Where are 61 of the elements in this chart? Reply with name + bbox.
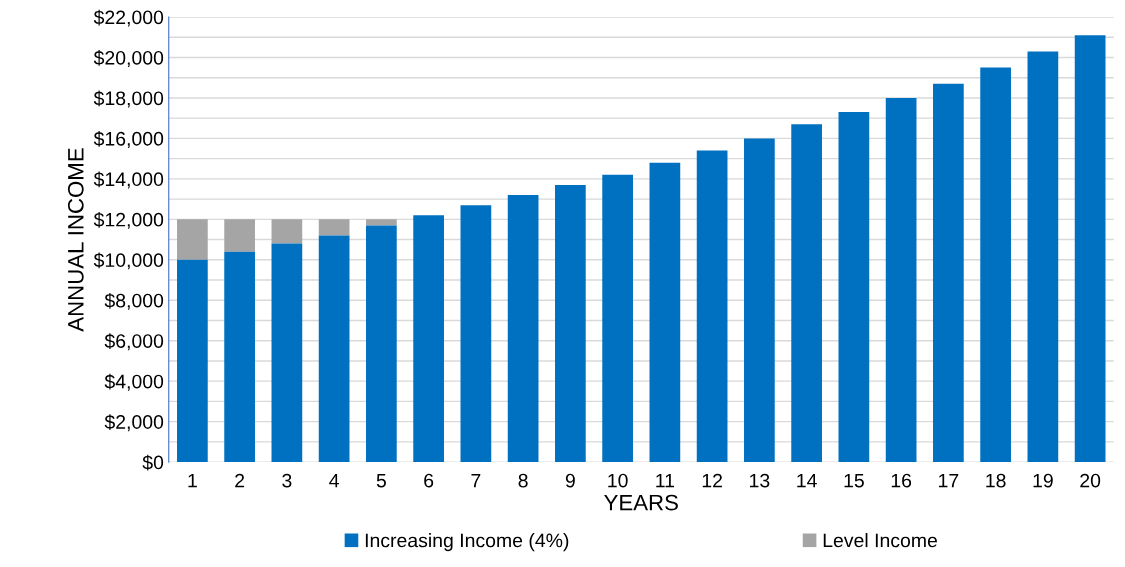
bar [838, 112, 870, 463]
bar [602, 174, 633, 463]
x-tick-label: 4 [329, 473, 339, 488]
bar [507, 195, 539, 463]
x-tick-label: 7 [471, 473, 481, 488]
bar [271, 219, 303, 244]
bar [649, 162, 681, 463]
bar [224, 219, 255, 252]
bar [933, 83, 964, 463]
bar [177, 219, 208, 260]
bar [885, 97, 917, 463]
x-tick-label: 15 [844, 473, 864, 488]
y-tick-label: $18,000 [93, 90, 164, 108]
legend-label: Increasing Income (4%) [365, 533, 569, 552]
y-tick-label: $22,000 [93, 9, 164, 27]
bar [366, 219, 397, 226]
x-tick-label: 10 [608, 473, 628, 488]
x-tick-label: 16 [891, 473, 912, 488]
y-tick-label: $0 [142, 454, 164, 471]
bar [744, 138, 775, 463]
x-tick-label: 12 [702, 473, 722, 488]
x-tick-label: 17 [939, 473, 959, 488]
bar [980, 67, 1011, 463]
y-tick-label: $12,000 [93, 211, 164, 229]
bar [1027, 51, 1059, 463]
x-tick-label: 8 [518, 473, 528, 488]
bar [318, 235, 350, 463]
x-tick-label: 14 [797, 473, 817, 488]
bar [460, 205, 492, 463]
bar [318, 219, 350, 236]
x-axis-title: YEARS [604, 494, 678, 511]
x-tick-label: 5 [376, 473, 386, 488]
legend-label: Level Income [823, 533, 937, 548]
x-tick-label: 19 [1033, 473, 1053, 488]
bar [366, 225, 397, 463]
x-tick-label: 18 [986, 473, 1006, 488]
y-tick-label: $14,000 [93, 171, 164, 189]
y-tick-label: $4,000 [104, 373, 164, 391]
y-tick-label: $2,000 [104, 414, 164, 432]
bar [696, 150, 728, 463]
x-tick-label: 13 [750, 473, 770, 488]
y-axis-title: ANNUAL INCOME [67, 148, 84, 332]
bar [224, 251, 255, 463]
y-tick-label: $20,000 [93, 50, 164, 68]
x-tick-label: 20 [1080, 473, 1101, 488]
x-tick-label: 3 [282, 473, 292, 488]
bar [271, 243, 303, 463]
x-tick-label: 2 [235, 473, 245, 488]
y-tick-label: $16,000 [93, 131, 164, 148]
x-tick-label: 6 [424, 473, 434, 488]
bar [791, 124, 822, 463]
bar [1074, 35, 1106, 463]
y-tick-label: $8,000 [104, 292, 164, 310]
bar [177, 259, 208, 463]
y-tick-label: $10,000 [93, 252, 164, 270]
x-tick-label: 1 [188, 473, 197, 488]
x-tick-label: 9 [565, 473, 575, 488]
bar [555, 184, 586, 463]
x-tick-label: 11 [656, 473, 675, 488]
bar [413, 215, 444, 463]
y-tick-label: $6,000 [104, 333, 164, 351]
